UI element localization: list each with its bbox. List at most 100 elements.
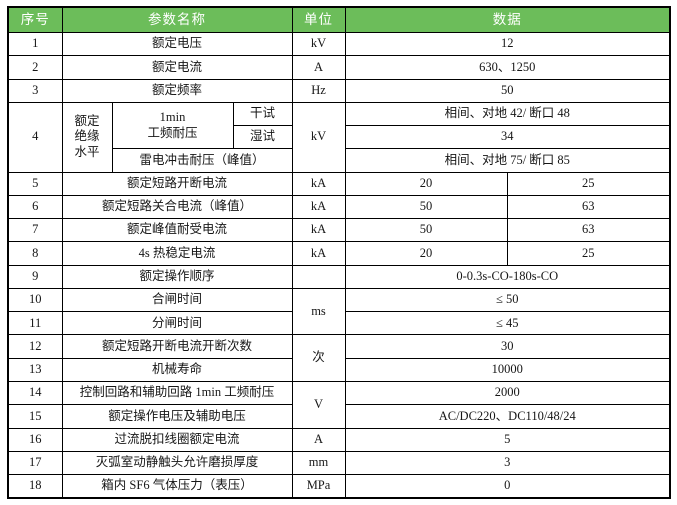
- cell-param-name: 额定短路关合电流（峰值）: [61, 194, 293, 220]
- insulation-line: 额定: [74, 113, 100, 128]
- cell-unit: [291, 264, 346, 289]
- row-10: 10 合闸时间 ms ≤ 50: [7, 287, 671, 336]
- cell-dry-test: 干试: [232, 101, 293, 127]
- cell-serial: 12: [7, 334, 63, 359]
- cell-param-name: 额定短路开断电流: [61, 171, 293, 196]
- cell-serial: 11: [7, 311, 63, 336]
- cell-unit: V: [291, 380, 346, 429]
- cell-data-left: 20: [344, 171, 508, 196]
- cell-param-name: 控制回路和辅助回路 1min 工频耐压: [61, 380, 293, 406]
- cell-data: 0-0.3s-CO-180s-CO: [344, 264, 671, 289]
- cell-serial: 4: [7, 101, 63, 173]
- cell-serial: 7: [7, 218, 63, 243]
- cell-data: 3: [344, 450, 671, 476]
- row-4-wet: 湿试 34: [8, 125, 671, 150]
- header-data: 数据: [344, 6, 671, 33]
- row-8: 8 4s 热稳定电流 kA 20 25: [7, 241, 671, 266]
- row-3: 3 额定频率 Hz 50: [7, 78, 671, 103]
- cell-param-name: 额定电流: [61, 55, 293, 80]
- cell-serial: 9: [7, 264, 63, 289]
- cell-serial: 14: [7, 380, 63, 406]
- cell-wet-test: 湿试: [232, 125, 293, 150]
- cell-param-name: 4s 热稳定电流: [61, 241, 293, 266]
- cell-data-right: 63: [506, 194, 671, 220]
- cell-param-name: 分闸时间: [61, 311, 293, 336]
- cell-data: 2000: [344, 380, 671, 406]
- cell-power-frequency-withstand: 1min 工频耐压: [111, 101, 234, 150]
- cell-data-left: 50: [344, 194, 508, 220]
- row-7: 7 额定峰值耐受电流 kA 50 63: [7, 218, 671, 243]
- row-14: 14 控制回路和辅助回路 1min 工频耐压 V 2000: [7, 380, 671, 429]
- cell-data: ≤ 45: [344, 311, 671, 336]
- cell-serial: 10: [7, 287, 63, 313]
- cell-serial: 3: [7, 78, 63, 103]
- cell-data-right: 25: [506, 241, 671, 266]
- cell-unit: kA: [291, 171, 346, 196]
- row-9: 9 额定操作顺序 0-0.3s-CO-180s-CO: [7, 264, 671, 289]
- cell-unit: ms: [291, 287, 346, 336]
- power-freq-line: 工频耐压: [147, 125, 198, 140]
- cell-data-left: 20: [344, 241, 508, 266]
- cell-param-name: 机械寿命: [61, 357, 293, 382]
- cell-unit: kA: [291, 194, 346, 220]
- cell-param-name: 合闸时间: [61, 287, 293, 313]
- cell-serial: 18: [7, 474, 63, 499]
- cell-data-lightning: 相间、对地 75/ 断口 85: [344, 148, 671, 173]
- insulation-line: 水平: [74, 145, 100, 159]
- cell-param-name: 过流脱扣线圈额定电流: [61, 427, 293, 452]
- cell-unit: kV: [291, 31, 346, 57]
- cell-serial: 1: [7, 31, 63, 57]
- cell-param-name: 额定频率: [61, 78, 293, 103]
- cell-param-name: 箱内 SF6 气体压力（表压）: [61, 474, 293, 499]
- row-5: 5 额定短路开断电流 kA 20 25: [7, 171, 671, 196]
- row-2: 2 额定电流 A 630、1250: [7, 55, 671, 80]
- cell-data: AC/DC220、DC110/48/24: [344, 404, 671, 429]
- cell-unit: MPa: [291, 474, 346, 499]
- cell-serial: 6: [7, 194, 63, 220]
- cell-unit: A: [291, 427, 346, 452]
- cell-data-left: 50: [344, 218, 508, 243]
- row-12: 12 额定短路开断电流开断次数 次 30: [7, 334, 671, 382]
- row-13: 13 机械寿命 10000: [7, 357, 671, 382]
- row-4-dry: 4 额定 绝缘 水平 1min 工频耐压 干试 kV 相间、对地 42/: [7, 101, 671, 173]
- row-4-lightning: 雷电冲击耐压（峰值） 相间、对地 75/ 断口 85: [8, 148, 671, 173]
- header-param-name: 参数名称: [61, 6, 293, 33]
- cell-unit: A: [291, 55, 346, 80]
- cell-param-name: 额定操作顺序: [61, 264, 293, 289]
- cell-data-dry: 相间、对地 42/ 断口 48: [344, 101, 671, 127]
- row-17: 17 灭弧室动静触头允许磨损厚度 mm 3: [7, 450, 671, 476]
- insulation-line: 绝缘: [74, 129, 100, 144]
- cell-data-right: 63: [506, 218, 671, 243]
- cell-data: 5: [344, 427, 671, 452]
- cell-insulation-level: 额定 绝缘 水平: [61, 101, 113, 173]
- cell-serial: 5: [7, 171, 63, 196]
- cell-unit: Hz: [291, 78, 346, 103]
- cell-data: 12: [344, 31, 671, 57]
- header-unit: 单位: [291, 6, 346, 33]
- cell-data-wet: 34: [344, 125, 671, 150]
- cell-serial: 13: [7, 357, 63, 382]
- cell-param-name: 额定操作电压及辅助电压: [61, 404, 293, 429]
- row-11: 11 分闸时间 ≤ 45: [7, 311, 671, 336]
- header-row: 序号 参数名称 单位 数据: [7, 6, 671, 33]
- cell-unit: mm: [291, 450, 346, 476]
- spec-table: 序号 参数名称 单位 数据 1 额定电压 kV 12 2 额定电流 A 630、…: [7, 6, 671, 499]
- cell-data: ≤ 50: [344, 287, 671, 313]
- power-freq-line: 1min: [159, 109, 186, 124]
- cell-serial: 16: [7, 427, 63, 452]
- cell-param-name: 额定电压: [61, 31, 293, 57]
- cell-unit: kA: [291, 218, 346, 243]
- cell-unit: kV: [291, 101, 346, 173]
- cell-serial: 2: [7, 55, 63, 80]
- cell-serial: 17: [7, 450, 63, 476]
- header-serial: 序号: [7, 6, 63, 33]
- row-6: 6 额定短路关合电流（峰值） kA 50 63: [7, 194, 671, 220]
- cell-data: 50: [344, 78, 671, 103]
- cell-data: 10000: [344, 357, 671, 382]
- cell-data: 0: [344, 474, 671, 499]
- cell-data-right: 25: [506, 171, 671, 196]
- row-1: 1 额定电压 kV 12: [7, 31, 671, 57]
- row-16: 16 过流脱扣线圈额定电流 A 5: [7, 427, 671, 452]
- cell-param-name: 额定短路开断电流开断次数: [61, 334, 293, 359]
